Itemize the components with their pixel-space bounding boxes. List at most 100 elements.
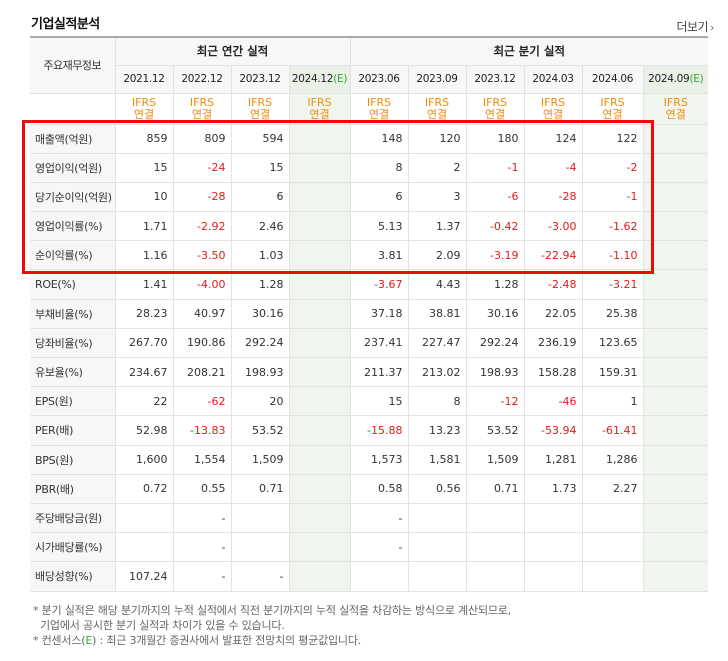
value-cell: 20 <box>230 386 289 417</box>
value-cell: 0.71 <box>230 474 289 504</box>
value-cell: 292.24 <box>465 328 524 359</box>
value-cell: 15 <box>230 153 289 183</box>
basis-consolidated: 연결 <box>484 107 506 121</box>
value-cell: 1,281 <box>523 445 582 475</box>
value-cell: 107.24 <box>114 561 173 592</box>
period-header: 2024.09(E) <box>642 65 708 94</box>
row-label: 시가배당률(%) <box>30 532 115 563</box>
value-cell <box>288 386 350 417</box>
value-cell: -4.00 <box>172 269 231 300</box>
section-title: 기업실적분석 <box>31 17 100 32</box>
value-cell <box>642 357 708 388</box>
basis-header: IFRS 연결 <box>407 93 466 125</box>
basis-consolidated: 연결 <box>191 107 213 121</box>
footnote-1-cont: 기업에서 공시한 분기 실적과 차이가 있을 수 있습니다. <box>40 619 285 632</box>
value-cell <box>288 445 350 475</box>
table-row: PBR(배) 0.72 0.55 0.71 0.58 0.56 0.71 1.73 2.27 <box>30 474 708 504</box>
value-cell: 5.13 <box>349 211 408 242</box>
value-cell <box>581 532 643 563</box>
value-cell <box>230 503 289 534</box>
value-cell: 0.58 <box>349 474 408 504</box>
table-row: 부채비율(%) 28.23 40.97 30.16 37.18 38.81 30.16 22.… <box>30 299 708 329</box>
basis-header: IFRS 연결 <box>465 93 524 125</box>
row-label: 주당배당금(원) <box>30 503 115 534</box>
value-cell: 38.81 <box>407 299 466 329</box>
value-cell: 25.38 <box>581 299 643 329</box>
value-cell: 1.16 <box>114 240 173 271</box>
chevron-right-icon: › <box>710 21 714 34</box>
value-cell: 158.28 <box>523 357 582 388</box>
annual-group-header: 최근 연간 실적 <box>114 36 350 66</box>
period-header: 2022.12 <box>172 65 231 94</box>
table-row: 매출액(억원) 859 809 594 148 120 180 124 122 <box>30 124 708 154</box>
value-cell: - <box>172 561 231 592</box>
row-label: 부채비율(%) <box>30 299 115 329</box>
value-cell: -24 <box>172 153 231 183</box>
estimate-mark: (E) <box>689 73 704 85</box>
value-cell <box>642 182 708 213</box>
row-label-header: 주요재무정보 <box>30 36 115 94</box>
basis-ifrs: IFRS <box>600 95 625 109</box>
value-cell <box>581 561 643 592</box>
basis-ifrs: IFRS <box>663 95 688 109</box>
period-header: 2024.03 <box>523 65 582 94</box>
table-row: ROE(%) 1.41 -4.00 1.28 -3.67 4.43 1.28 -2.48 -3.… <box>30 269 708 300</box>
basis-ifrs: IFRS <box>540 95 566 109</box>
row-label: 당좌비율(%) <box>30 328 115 359</box>
basis-consolidated: 연결 <box>309 107 330 121</box>
value-cell: 1,573 <box>349 445 408 475</box>
period-header: 2023.12 <box>465 65 524 94</box>
period-header: 2023.12 <box>230 65 289 94</box>
value-cell: 227.47 <box>407 328 466 359</box>
row-label: BPS(원) <box>30 445 115 475</box>
value-cell: 213.02 <box>407 357 466 388</box>
period-header: 2023.09 <box>407 65 466 94</box>
value-cell <box>642 299 708 329</box>
value-cell <box>642 415 708 446</box>
table-row: 주당배당금(원) - - <box>30 503 708 534</box>
basis-ifrs: IFRS <box>189 95 215 109</box>
row-label: 순이익률(%) <box>30 240 115 271</box>
value-cell: 0.71 <box>465 474 524 504</box>
value-cell: -61.41 <box>581 415 643 446</box>
value-cell: - <box>349 503 408 534</box>
value-cell <box>465 561 524 592</box>
more-link[interactable]: 더보기 › <box>676 18 714 35</box>
period-label: 2024.03 <box>532 73 574 85</box>
footnote-1: * 분기 실적은 해당 분기까지의 누적 실적에서 직전 분기까지의 누적 실적… <box>33 604 512 617</box>
value-cell <box>288 415 350 446</box>
period-label: 2023.12 <box>239 73 281 85</box>
value-cell <box>642 474 708 504</box>
estimate-mark: (E) <box>333 73 348 85</box>
value-cell: 3.81 <box>349 240 408 271</box>
value-cell: 237.41 <box>349 328 408 359</box>
more-label: 더보기 <box>676 20 709 34</box>
footnote-2: * 컨센서스(E) : 최근 3개월간 증권사에서 발표한 전망치의 평균값입니… <box>33 633 511 648</box>
basis-ifrs: IFRS <box>366 95 392 109</box>
value-cell <box>288 240 350 271</box>
row-label: PBR(배) <box>30 474 115 504</box>
value-cell <box>642 240 708 271</box>
value-cell: 1.28 <box>465 269 524 300</box>
value-cell: 37.18 <box>349 299 408 329</box>
value-cell: 2.27 <box>581 474 643 504</box>
value-cell: 8 <box>349 153 408 183</box>
value-cell: 122 <box>581 124 643 154</box>
value-cell: -2.92 <box>172 211 231 242</box>
value-cell: 180 <box>465 124 524 154</box>
value-cell: -15.88 <box>349 415 408 446</box>
table-row: 영업이익률(%) 1.71 -2.92 2.46 5.13 1.37 -0.42 -3.00-… <box>30 211 708 242</box>
basis-ifrs: IFRS <box>424 95 450 109</box>
table-row: BPS(원) 1,600 1,554 1,509 1,573 1,581 1,509 1,28… <box>30 445 708 475</box>
value-cell <box>642 503 708 534</box>
row-label: 영업이익률(%) <box>30 211 115 242</box>
value-cell: 1,581 <box>407 445 466 475</box>
value-cell: -62 <box>172 386 231 417</box>
value-cell <box>114 503 173 534</box>
value-cell: 1.28 <box>230 269 289 300</box>
value-cell: 1,286 <box>581 445 643 475</box>
value-cell: 234.67 <box>114 357 173 388</box>
value-cell: 22 <box>114 386 173 417</box>
row-label: EPS(원) <box>30 386 115 417</box>
value-cell: -1 <box>581 182 643 213</box>
